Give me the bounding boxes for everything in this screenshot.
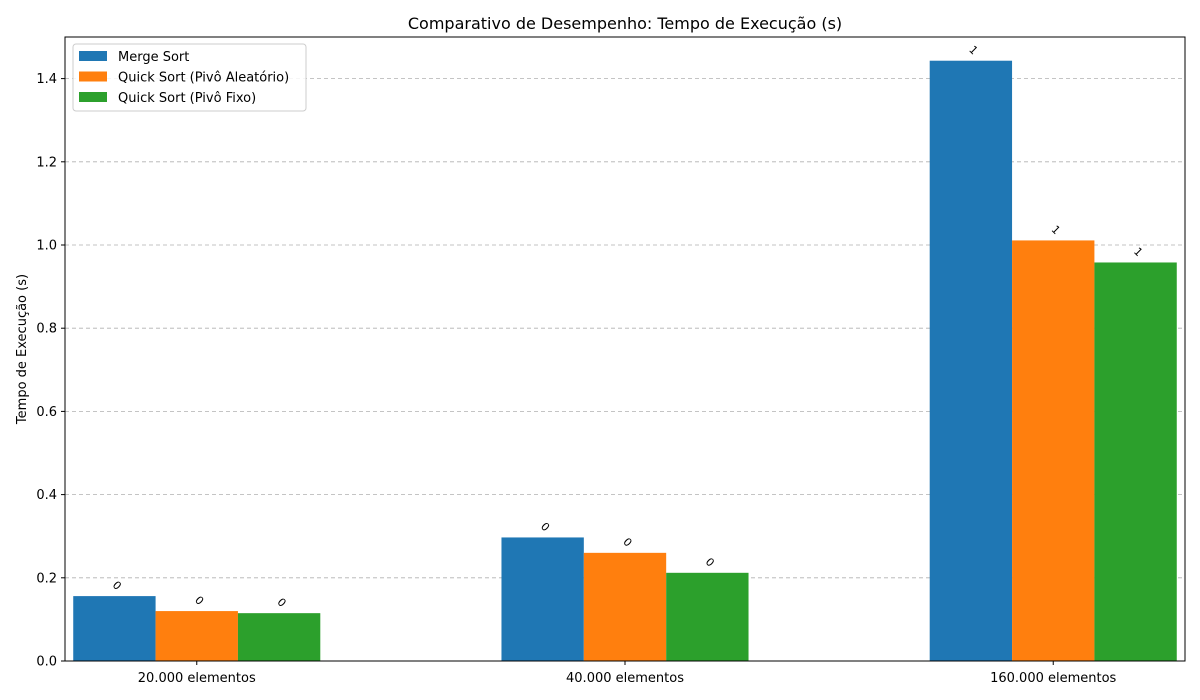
bar-value-label: 0 <box>703 555 717 569</box>
y-tick-label: 0.0 <box>36 655 57 670</box>
y-tick-label: 1.4 <box>36 72 57 87</box>
bar <box>1094 262 1177 661</box>
bar-value-label: 1 <box>966 43 980 57</box>
bar <box>501 537 584 661</box>
y-tick-label: 1.2 <box>36 155 57 170</box>
y-tick-label: 1.0 <box>36 239 57 254</box>
y-tick-label: 0.8 <box>36 322 57 337</box>
chart-title: Comparativo de Desempenho: Tempo de Exec… <box>408 14 842 33</box>
legend-swatch <box>79 51 107 61</box>
legend-box <box>72 43 307 112</box>
y-axis: 0.0 0.2 0.4 0.6 0.8 1.0 1.2 1.4 <box>36 72 65 670</box>
bar <box>929 60 1013 662</box>
bar-value-label: 0 <box>620 535 634 549</box>
x-tick-label: 20.000 elementos <box>138 671 256 686</box>
y-axis-label: Tempo de Execução (s) <box>15 274 30 425</box>
x-axis: 20.000 elementos 40.000 elementos 160.000 … <box>138 661 1117 686</box>
bar-value-label: 1 <box>1049 223 1063 237</box>
y-tick-label: 0.4 <box>36 488 57 503</box>
bar <box>583 552 667 661</box>
y-tick-label: 0.6 <box>36 405 57 420</box>
bar-value-label: 0 <box>192 594 206 608</box>
legend-swatch <box>79 71 107 82</box>
legend-label: Quick Sort (Pivô Aleatório) <box>118 71 289 86</box>
bar <box>73 596 156 661</box>
bar <box>1012 240 1095 661</box>
bar-value-label: 0 <box>538 520 552 534</box>
bar <box>237 613 321 661</box>
legend: Merge Sort Quick Sort (Pivô Aleatório) Qui… <box>72 43 307 112</box>
x-tick-label: 160.000 elementos <box>990 671 1116 686</box>
legend-label: Quick Sort (Pivô Fixo) <box>118 91 256 106</box>
bar-value-label: 1 <box>1131 245 1145 259</box>
bar <box>155 611 238 661</box>
bars <box>73 60 1177 662</box>
bar <box>666 572 749 661</box>
y-tick-label: 0.2 <box>36 571 57 586</box>
bar-value-label: 0 <box>110 579 124 593</box>
legend-label: Merge Sort <box>118 50 189 65</box>
legend-swatch <box>79 92 107 102</box>
bar-value-label: 0 <box>275 596 289 610</box>
x-tick-label: 40.000 elementos <box>566 671 684 686</box>
